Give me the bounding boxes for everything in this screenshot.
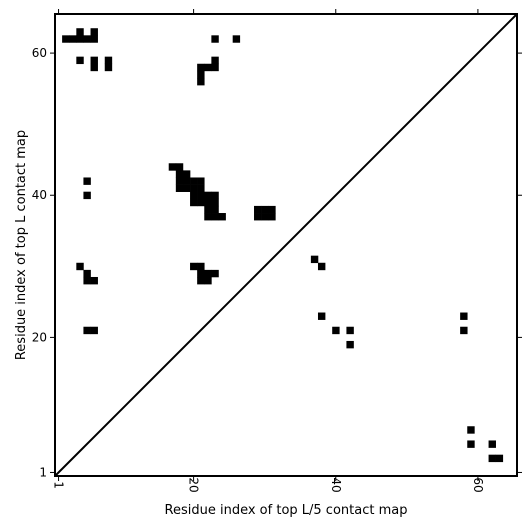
- contact-cell: [467, 426, 475, 434]
- contact-cell: [76, 28, 84, 36]
- contact-cell: [175, 177, 184, 185]
- contact-cell: [254, 213, 262, 221]
- contact-cell: [90, 56, 98, 65]
- contact-cell: [182, 184, 191, 192]
- contact-cell: [204, 191, 212, 200]
- contact-cell: [460, 312, 468, 320]
- x-axis-label: Residue index of top L/5 contact map: [165, 503, 408, 518]
- contact-cell: [211, 205, 219, 214]
- contact-cell: [83, 276, 91, 285]
- contact-cell: [197, 63, 205, 72]
- contact-cell: [76, 35, 84, 43]
- contact-cell: [197, 177, 205, 185]
- contact-cell: [488, 454, 496, 463]
- contact-cell: [460, 326, 468, 335]
- contact-cell: [204, 213, 212, 221]
- contact-cell: [268, 213, 276, 221]
- contact-cell: [317, 312, 326, 320]
- contact-cell: [182, 170, 191, 178]
- contact-cell: [218, 213, 226, 221]
- contact-cell: [495, 454, 504, 463]
- contact-cell: [197, 276, 205, 285]
- contact-cell: [211, 63, 219, 72]
- contact-cell: [190, 191, 198, 200]
- y-tick-label: 40: [32, 188, 47, 202]
- x-axis-ticks: 1 20 40 60: [52, 9, 485, 493]
- y-axis-label: Residue index of top L contact map: [14, 130, 29, 360]
- contact-cell: [76, 56, 84, 65]
- contact-cell: [83, 326, 91, 335]
- contact-cell: [90, 276, 98, 285]
- contact-cell: [211, 269, 219, 278]
- contact-cell: [69, 35, 77, 43]
- contact-cell: [90, 28, 98, 36]
- contact-cells: [62, 28, 504, 463]
- contact-cell: [175, 163, 184, 171]
- contact-cell: [175, 170, 184, 178]
- contact-cell: [190, 262, 198, 271]
- plot-frame: [54, 13, 518, 477]
- contact-cell: [83, 269, 91, 278]
- contact-cell: [62, 35, 70, 43]
- contact-cell: [211, 35, 219, 43]
- contact-cell: [197, 191, 205, 200]
- contact-cell: [211, 56, 219, 65]
- contact-cell: [232, 35, 241, 43]
- contact-cell: [197, 184, 205, 192]
- contact-cell: [83, 35, 91, 43]
- contact-cell: [168, 163, 177, 171]
- contact-cell: [104, 56, 113, 65]
- x-tick-label: 20: [187, 477, 201, 492]
- contact-cell: [190, 184, 198, 192]
- contact-cell: [104, 63, 113, 72]
- contact-cell: [346, 340, 354, 349]
- contact-cell: [204, 269, 212, 278]
- contact-cell: [175, 184, 184, 192]
- contact-cell: [211, 191, 219, 200]
- contact-cell: [346, 326, 354, 335]
- contact-cell: [317, 262, 326, 271]
- contact-cell: [76, 262, 84, 271]
- contact-cell: [204, 63, 212, 72]
- contact-cell: [332, 326, 340, 335]
- contact-cell: [467, 440, 475, 448]
- contact-cell: [268, 205, 276, 214]
- contact-cell: [261, 213, 269, 221]
- y-tick-label: 1: [39, 465, 47, 479]
- contact-cell: [310, 255, 319, 264]
- y-axis-ticks: 1 20 40 60: [32, 46, 522, 479]
- contact-cell: [211, 198, 219, 207]
- contact-cell: [197, 198, 205, 207]
- contact-cell: [204, 276, 212, 285]
- x-tick-label: 1: [52, 481, 66, 489]
- contact-cell: [90, 35, 98, 43]
- contact-cell: [90, 63, 98, 72]
- contact-cell: [197, 70, 205, 79]
- contact-cell: [211, 213, 219, 221]
- contact-cell: [488, 440, 496, 448]
- contact-cell: [261, 205, 269, 214]
- contact-cell: [197, 262, 205, 271]
- contact-cell: [83, 191, 91, 200]
- contact-cell: [254, 205, 262, 214]
- contact-cell: [204, 198, 212, 207]
- contact-cell: [197, 269, 205, 278]
- contact-cell: [204, 205, 212, 214]
- contact-cell: [83, 177, 91, 185]
- x-tick-label: 40: [329, 477, 343, 492]
- diagonal-line: [54, 13, 518, 477]
- contact-cell: [190, 198, 198, 207]
- contact-cell: [197, 77, 205, 86]
- contact-cell: [190, 177, 198, 185]
- x-tick-label: 60: [471, 477, 485, 492]
- contact-cell: [90, 326, 98, 335]
- contact-cell: [182, 177, 191, 185]
- y-tick-label: 60: [32, 46, 47, 60]
- y-tick-label: 20: [32, 330, 47, 344]
